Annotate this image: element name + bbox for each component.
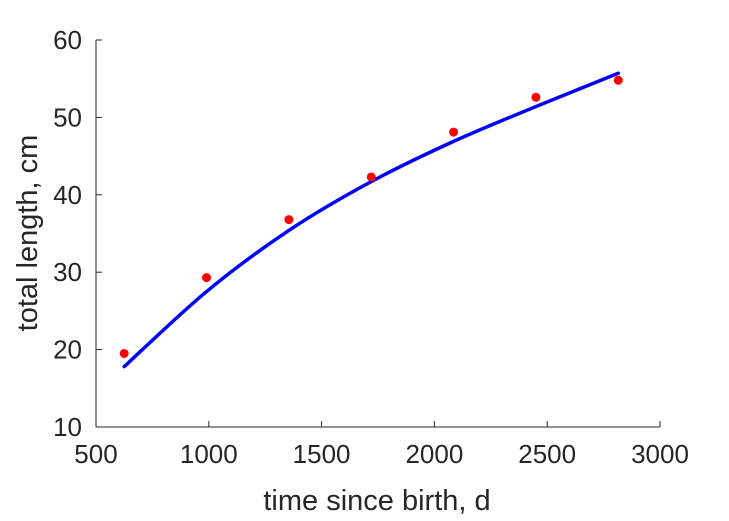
y-tick-label: 30 xyxy=(53,257,82,287)
data-point xyxy=(449,127,459,137)
y-axis-label: total length, cm xyxy=(12,135,44,332)
data-point xyxy=(366,172,376,182)
plot-marks xyxy=(119,71,623,369)
x-tick-label: 1000 xyxy=(180,439,238,469)
axes: 500 1000 1500 2000 2500 3000 10 20 30 40 50 60 xyxy=(53,25,689,469)
data-point xyxy=(613,75,623,85)
fit-curve xyxy=(122,71,621,369)
y-tick-label: 20 xyxy=(53,335,82,365)
x-tick-label: 2000 xyxy=(405,439,463,469)
x-tick-label: 500 xyxy=(74,439,117,469)
y-tick-label: 50 xyxy=(53,102,82,132)
y-tick-label: 60 xyxy=(53,25,82,55)
x-tick-label: 3000 xyxy=(631,439,689,469)
data-point xyxy=(531,92,541,102)
y-tick-label: 10 xyxy=(53,412,82,442)
data-point xyxy=(202,273,212,283)
x-axis-label: time since birth, d xyxy=(263,485,490,517)
data-point xyxy=(119,348,129,358)
data-point xyxy=(284,215,294,225)
x-tick-label: 1500 xyxy=(293,439,351,469)
y-tick-label: 40 xyxy=(53,180,82,210)
x-tick-label: 2500 xyxy=(518,439,576,469)
